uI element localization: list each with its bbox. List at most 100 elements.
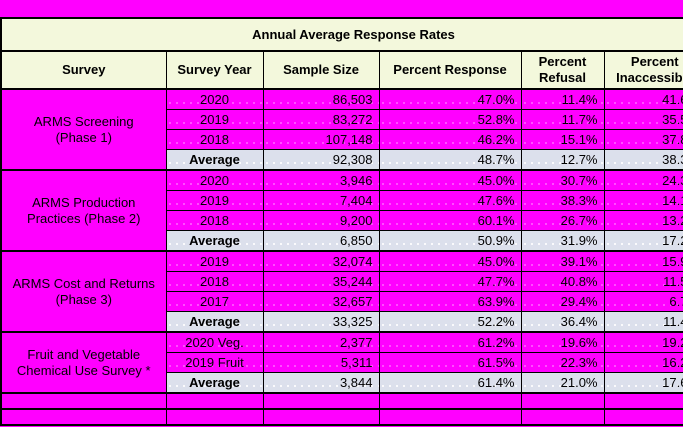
average-percent-inaccessible-cell[interactable]: 38.3% bbox=[603, 149, 683, 171]
survey-group-label[interactable]: ARMS Cost and Returns (Phase 3) bbox=[0, 250, 167, 333]
empty-cell[interactable] bbox=[165, 408, 264, 426]
average-percent-response-cell[interactable]: 52.2% bbox=[378, 311, 522, 333]
sample-size-cell[interactable]: 35,244 bbox=[262, 271, 380, 292]
percent-inaccessible-cell[interactable]: 19.2% bbox=[603, 331, 683, 353]
sample-size-cell[interactable]: 2,377 bbox=[262, 331, 380, 353]
survey-year-cell[interactable]: 2019 bbox=[165, 190, 264, 211]
survey-year-cell[interactable]: 2019 Fruit bbox=[165, 352, 264, 373]
empty-cell[interactable] bbox=[603, 392, 683, 410]
table-title-row: Annual Average Response Rates bbox=[0, 17, 683, 52]
empty-cell[interactable] bbox=[520, 392, 605, 410]
average-percent-refusal-cell[interactable]: 36.4% bbox=[520, 311, 605, 333]
percent-response-cell[interactable]: 47.7% bbox=[378, 271, 522, 292]
percent-response-cell[interactable]: 60.1% bbox=[378, 210, 522, 231]
percent-refusal-cell[interactable]: 26.7% bbox=[520, 210, 605, 231]
average-label-cell[interactable]: Average bbox=[165, 372, 264, 394]
sample-size-cell[interactable]: 107,148 bbox=[262, 129, 380, 150]
percent-inaccessible-cell[interactable]: 35.5% bbox=[603, 109, 683, 130]
survey-group-label[interactable]: Fruit and Vegetable Chemical Use Survey … bbox=[0, 331, 167, 394]
table-title[interactable]: Annual Average Response Rates bbox=[0, 17, 683, 52]
empty-cell[interactable] bbox=[520, 408, 605, 426]
data-row: ARMS Production Practices (Phase 2) 2020 3… bbox=[0, 169, 683, 252]
average-label-cell[interactable]: Average bbox=[165, 311, 264, 333]
empty-cell[interactable] bbox=[378, 408, 522, 426]
percent-refusal-cell[interactable]: 15.1% bbox=[520, 129, 605, 150]
percent-response-cell[interactable]: 47.0% bbox=[378, 88, 522, 110]
empty-cell[interactable] bbox=[262, 392, 380, 410]
average-percent-refusal-cell[interactable]: 12.7% bbox=[520, 149, 605, 171]
average-percent-inaccessible-cell[interactable]: 17.2% bbox=[603, 230, 683, 252]
survey-group-label[interactable]: ARMS Production Practices (Phase 2) bbox=[0, 169, 167, 252]
percent-inaccessible-cell[interactable]: 14.1% bbox=[603, 190, 683, 211]
percent-response-cell[interactable]: 45.0% bbox=[378, 250, 522, 272]
sample-size-cell[interactable]: 32,657 bbox=[262, 291, 380, 312]
survey-year-cell[interactable]: 2019 bbox=[165, 250, 264, 272]
percent-inaccessible-cell[interactable]: 41.6% bbox=[603, 88, 683, 110]
average-sample-size-cell[interactable]: 3,844 bbox=[262, 372, 380, 394]
percent-refusal-cell[interactable]: 22.3% bbox=[520, 352, 605, 373]
average-sample-size-cell[interactable]: 92,308 bbox=[262, 149, 380, 171]
percent-response-cell[interactable]: 46.2% bbox=[378, 129, 522, 150]
percent-refusal-cell[interactable]: 11.7% bbox=[520, 109, 605, 130]
empty-cell[interactable] bbox=[262, 408, 380, 426]
percent-response-cell[interactable]: 47.6% bbox=[378, 190, 522, 211]
survey-year-cell[interactable]: 2018 bbox=[165, 210, 264, 231]
percent-inaccessible-cell[interactable]: 37.8% bbox=[603, 129, 683, 150]
percent-refusal-cell[interactable]: 38.3% bbox=[520, 190, 605, 211]
percent-inaccessible-cell[interactable]: 24.3% bbox=[603, 169, 683, 191]
sample-size-cell[interactable]: 7,404 bbox=[262, 190, 380, 211]
survey-year-cell[interactable]: 2018 bbox=[165, 129, 264, 150]
column-header-survey-year[interactable]: Survey Year bbox=[165, 50, 264, 90]
percent-refusal-cell[interactable]: 30.7% bbox=[520, 169, 605, 191]
column-header-sample-size[interactable]: Sample Size bbox=[262, 50, 380, 90]
empty-cell[interactable] bbox=[0, 408, 167, 426]
percent-refusal-cell[interactable]: 19.6% bbox=[520, 331, 605, 353]
sample-size-cell[interactable]: 5,311 bbox=[262, 352, 380, 373]
average-percent-inaccessible-cell[interactable]: 17.6% bbox=[603, 372, 683, 394]
average-percent-response-cell[interactable]: 61.4% bbox=[378, 372, 522, 394]
sample-size-cell[interactable]: 86,503 bbox=[262, 88, 380, 110]
average-sample-size-cell[interactable]: 6,850 bbox=[262, 230, 380, 252]
sample-size-cell[interactable]: 9,200 bbox=[262, 210, 380, 231]
empty-cell[interactable] bbox=[603, 408, 683, 426]
percent-response-cell[interactable]: 61.5% bbox=[378, 352, 522, 373]
column-header-percent-inaccessible[interactable]: Percent Inaccessible bbox=[603, 50, 683, 90]
survey-year-cell[interactable]: 2020 bbox=[165, 169, 264, 191]
empty-cell[interactable] bbox=[0, 392, 167, 410]
column-header-percent-response[interactable]: Percent Response bbox=[378, 50, 522, 90]
percent-refusal-cell[interactable]: 39.1% bbox=[520, 250, 605, 272]
percent-inaccessible-cell[interactable]: 6.7% bbox=[603, 291, 683, 312]
percent-refusal-cell[interactable]: 29.4% bbox=[520, 291, 605, 312]
survey-year-cell[interactable]: 2020 bbox=[165, 88, 264, 110]
column-header-percent-refusal[interactable]: Percent Refusal bbox=[520, 50, 605, 90]
average-sample-size-cell[interactable]: 33,325 bbox=[262, 311, 380, 333]
percent-response-cell[interactable]: 45.0% bbox=[378, 169, 522, 191]
empty-cell[interactable] bbox=[165, 392, 264, 410]
survey-year-cell[interactable]: 2018 bbox=[165, 271, 264, 292]
survey-year-cell[interactable]: 2019 bbox=[165, 109, 264, 130]
sample-size-cell[interactable]: 32,074 bbox=[262, 250, 380, 272]
average-percent-response-cell[interactable]: 48.7% bbox=[378, 149, 522, 171]
percent-inaccessible-cell[interactable]: 15.9% bbox=[603, 250, 683, 272]
average-percent-response-cell[interactable]: 50.9% bbox=[378, 230, 522, 252]
percent-refusal-cell[interactable]: 11.4% bbox=[520, 88, 605, 110]
average-percent-inaccessible-cell[interactable]: 11.4% bbox=[603, 311, 683, 333]
percent-refusal-cell[interactable]: 40.8% bbox=[520, 271, 605, 292]
survey-year-cell[interactable]: 2017 bbox=[165, 291, 264, 312]
average-label-cell[interactable]: Average bbox=[165, 230, 264, 252]
sample-size-cell[interactable]: 83,272 bbox=[262, 109, 380, 130]
survey-year-cell[interactable]: 2020 Veg. bbox=[165, 331, 264, 353]
percent-response-cell[interactable]: 61.2% bbox=[378, 331, 522, 353]
column-header-survey[interactable]: Survey bbox=[0, 50, 167, 90]
percent-inaccessible-cell[interactable]: 11.5% bbox=[603, 271, 683, 292]
percent-inaccessible-cell[interactable]: 16.2% bbox=[603, 352, 683, 373]
empty-cell[interactable] bbox=[378, 392, 522, 410]
average-percent-refusal-cell[interactable]: 21.0% bbox=[520, 372, 605, 394]
percent-response-cell[interactable]: 52.8% bbox=[378, 109, 522, 130]
percent-inaccessible-cell[interactable]: 13.2% bbox=[603, 210, 683, 231]
average-percent-refusal-cell[interactable]: 31.9% bbox=[520, 230, 605, 252]
percent-response-cell[interactable]: 63.9% bbox=[378, 291, 522, 312]
survey-group-label[interactable]: ARMS Screening (Phase 1) bbox=[0, 88, 167, 171]
average-label-cell[interactable]: Average bbox=[165, 149, 264, 171]
sample-size-cell[interactable]: 3,946 bbox=[262, 169, 380, 191]
